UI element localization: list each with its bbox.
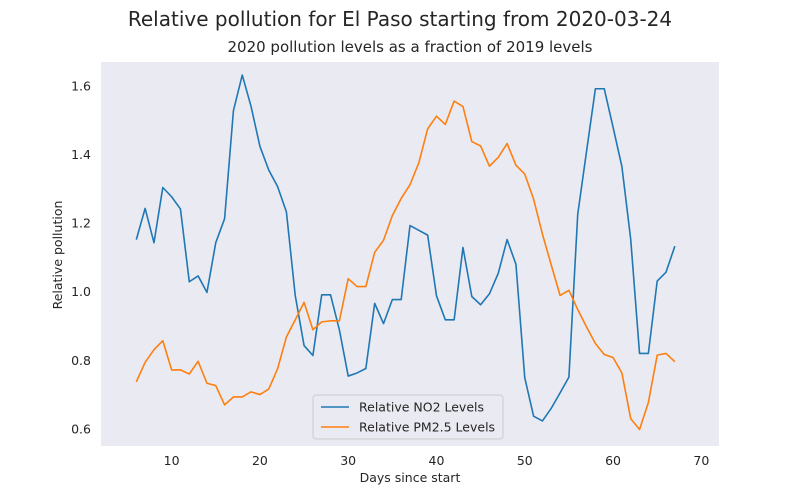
x-tick-label: 30 <box>340 453 356 468</box>
legend: Relative NO2 Levels Relative PM2.5 Levels <box>312 394 504 440</box>
y-tick-label: 1.4 <box>71 147 91 162</box>
y-tick-label: 0.8 <box>71 353 91 368</box>
y-axis-ticks: 0.6 0.8 1.0 1.2 1.4 1.6 <box>71 79 91 437</box>
plot-area <box>101 62 719 446</box>
x-tick-label: 20 <box>252 453 268 468</box>
y-tick-label: 0.6 <box>71 421 91 436</box>
series-line-1 <box>135 100 676 431</box>
x-axis-label: Days since start <box>360 470 461 485</box>
chart-subtitle: 2020 pollution levels as a fraction of 2… <box>227 38 592 56</box>
y-axis-label: Relative pollution <box>50 201 65 310</box>
chart-title: Relative pollution for El Paso starting … <box>128 7 672 31</box>
x-axis-ticks: 10 20 30 40 50 60 70 <box>164 453 710 468</box>
series-line-0 <box>135 74 676 422</box>
x-tick-label: 40 <box>429 453 445 468</box>
y-tick-label: 1.2 <box>71 216 91 231</box>
x-tick-label: 70 <box>693 453 709 468</box>
y-tick-label: 1.6 <box>71 79 91 94</box>
legend-entry: Relative NO2 Levels <box>359 400 484 415</box>
x-tick-label: 50 <box>517 453 533 468</box>
series-lines <box>135 74 676 431</box>
x-tick-label: 60 <box>605 453 621 468</box>
y-tick-label: 1.0 <box>71 284 91 299</box>
x-tick-label: 10 <box>164 453 180 468</box>
legend-box <box>312 394 504 440</box>
legend-entry: Relative PM2.5 Levels <box>359 420 495 435</box>
